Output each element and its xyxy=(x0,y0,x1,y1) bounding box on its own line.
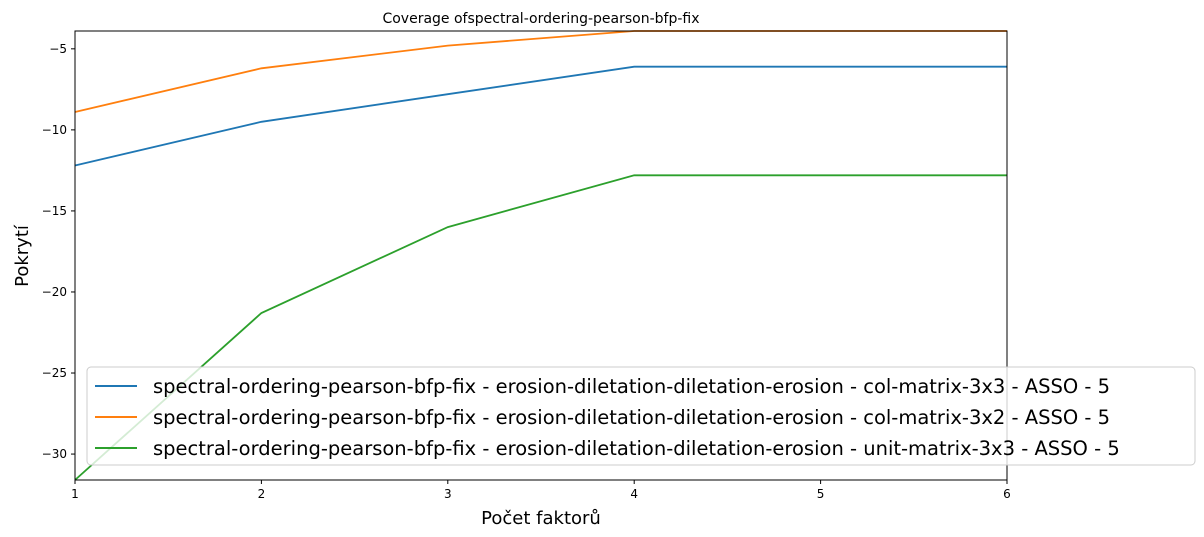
legend-label-3: spectral-ordering-pearson-bfp-fix - eros… xyxy=(153,437,1120,460)
x-tick-label: 1 xyxy=(71,487,79,501)
x-tick-label: 2 xyxy=(258,487,266,501)
y-tick-label: −25 xyxy=(42,366,67,380)
y-axis-label: Pokrytí xyxy=(12,224,33,287)
x-tick-label: 3 xyxy=(444,487,452,501)
y-tick-label: −5 xyxy=(49,42,67,56)
y-tick-label: −30 xyxy=(42,447,67,461)
y-tick-label: −10 xyxy=(42,123,67,137)
series-line-3 xyxy=(74,174,1007,481)
chart-title: Coverage ofspectral-ordering-pearson-bfp… xyxy=(382,11,699,27)
series-line-2 xyxy=(74,30,1007,113)
legend-label-2: spectral-ordering-pearson-bfp-fix - eros… xyxy=(153,406,1110,429)
legend: spectral-ordering-pearson-bfp-fix - eros… xyxy=(86,366,1196,466)
series-line-1 xyxy=(74,65,1007,167)
plot-frame xyxy=(74,30,1008,481)
y-tick-label: −15 xyxy=(42,204,67,218)
y-axis-ticks: −30 −25 −20 −15 −10 −5 xyxy=(42,42,75,461)
x-axis-label: Počet faktorů xyxy=(481,508,601,529)
y-tick-label: −20 xyxy=(42,285,67,299)
x-tick-label: 6 xyxy=(1003,487,1011,501)
legend-label-1: spectral-ordering-pearson-bfp-fix - eros… xyxy=(153,375,1110,398)
legend-box xyxy=(86,366,1196,466)
x-axis-ticks: 1 2 3 4 5 6 xyxy=(71,480,1011,501)
x-tick-label: 4 xyxy=(630,487,638,501)
x-tick-label: 5 xyxy=(817,487,825,501)
